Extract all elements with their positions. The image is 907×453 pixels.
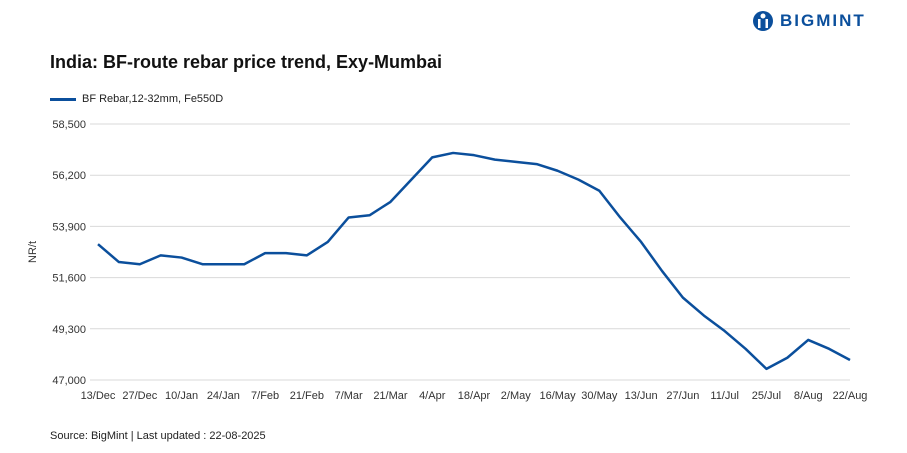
legend-swatch — [50, 97, 76, 101]
x-tick-label: 21/Feb — [290, 390, 324, 402]
x-tick-label: 18/Apr — [458, 390, 491, 402]
x-tick-label: 25/Jul — [752, 390, 781, 402]
x-tick-label: 27/Jun — [666, 390, 699, 402]
x-tick-label: 27/Dec — [122, 390, 157, 402]
chart-title: India: BF-route rebar price trend, Exy-M… — [50, 52, 443, 72]
x-tick-label: 30/May — [581, 390, 618, 402]
x-tick-label: 22/Aug — [833, 390, 868, 402]
x-tick-label: 7/Mar — [335, 390, 363, 402]
x-tick-label: 16/May — [540, 390, 577, 402]
y-tick-label: 51,600 — [52, 273, 86, 285]
logo-icon — [753, 11, 773, 31]
x-tick-label: 7/Feb — [251, 390, 279, 402]
series-line — [97, 151, 851, 371]
x-tick-label: 11/Jul — [710, 390, 739, 402]
brand-name: BIGMINT — [780, 11, 866, 30]
bigmint-logo: BIGMINT — [752, 10, 866, 32]
legend-label: BF Rebar,12-32mm, Fe550D — [82, 93, 224, 105]
x-tick-label: 21/Mar — [373, 390, 408, 402]
y-tick-label: 49,300 — [52, 324, 86, 336]
source-note: Source: BigMint | Last updated : 22-08-2… — [50, 430, 266, 442]
y-tick-label: 47,000 — [52, 375, 86, 387]
y-tick-label: 56,200 — [52, 170, 86, 182]
y-tick-label: 58,500 — [52, 119, 86, 131]
y-tick-label: 53,900 — [52, 221, 86, 233]
x-tick-label: 13/Dec — [81, 390, 116, 402]
x-tick-label: 24/Jan — [207, 390, 240, 402]
x-tick-label: 13/Jun — [625, 390, 658, 402]
legend: BF Rebar,12-32mm, Fe550D — [50, 93, 223, 105]
x-tick-label: 4/Apr — [419, 390, 446, 402]
x-tick-label: 10/Jan — [165, 390, 198, 402]
x-tick-label: 8/Aug — [794, 390, 823, 402]
x-tick-label: 2/May — [501, 390, 531, 402]
y-axis-label: NR/t — [27, 241, 39, 263]
